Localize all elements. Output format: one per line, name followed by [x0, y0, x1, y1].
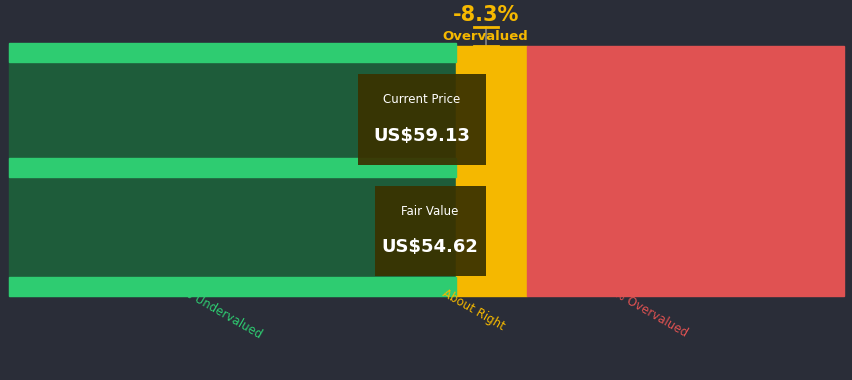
Text: US$59.13: US$59.13	[373, 127, 469, 145]
Text: US$54.62: US$54.62	[382, 238, 478, 256]
Bar	[357, 74, 485, 165]
Bar	[455, 46, 527, 296]
Text: 20% Overvalued: 20% Overvalued	[598, 279, 689, 340]
Text: Current Price: Current Price	[383, 93, 460, 106]
Bar	[527, 46, 843, 296]
Bar	[374, 186, 485, 276]
Text: Overvalued: Overvalued	[442, 30, 528, 43]
Bar	[9, 46, 455, 296]
Bar	[9, 277, 455, 296]
Text: 20% Undervalued: 20% Undervalued	[166, 278, 264, 342]
Bar	[9, 43, 455, 62]
Text: -8.3%: -8.3%	[452, 5, 518, 25]
Text: About Right: About Right	[440, 287, 507, 333]
Text: Fair Value: Fair Value	[401, 205, 458, 218]
Bar	[9, 158, 455, 177]
